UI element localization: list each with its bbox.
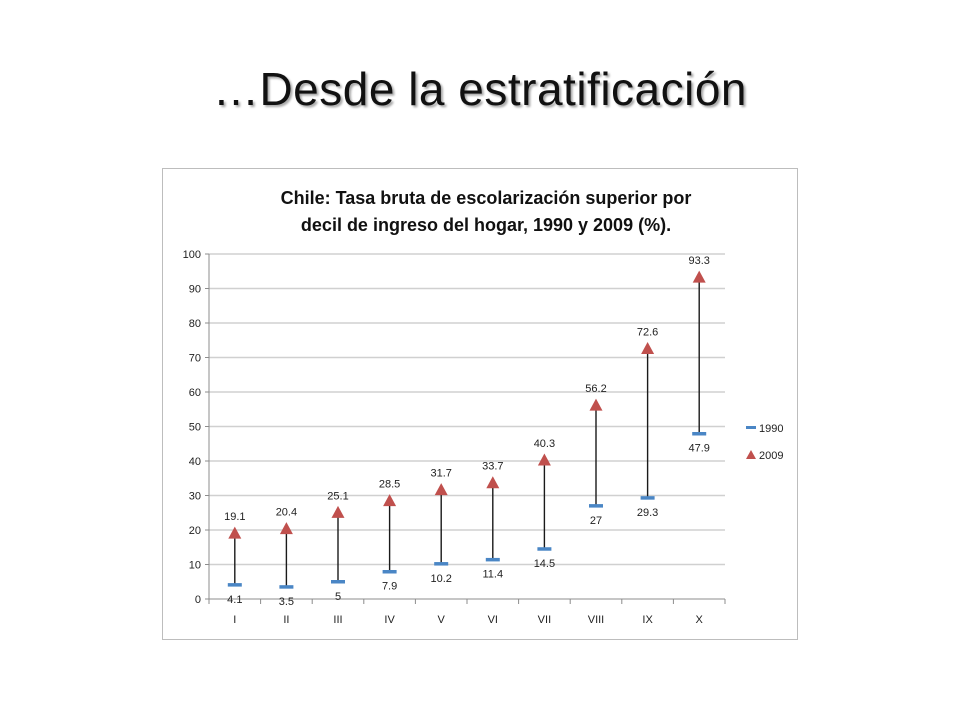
x-tick-label: I xyxy=(233,614,236,626)
series-2009-markers xyxy=(228,270,706,539)
x-tick-label: IV xyxy=(384,614,395,626)
slide-title: …Desde la estratificación xyxy=(212,63,748,115)
series-1990-markers xyxy=(227,431,707,589)
marker-2009 xyxy=(434,483,448,496)
data-label-2009: 40.3 xyxy=(534,438,555,450)
data-label-1990: 10.2 xyxy=(430,573,451,585)
marker-1990 xyxy=(692,431,707,436)
marker-2009 xyxy=(228,526,242,539)
marker-2009 xyxy=(692,270,706,283)
chart-title-line-2: decil de ingreso del hogar, 1990 y 2009 … xyxy=(301,215,671,235)
x-tick-labels: I II III IV V VI VII VIII IX X xyxy=(233,614,703,626)
marker-2009 xyxy=(331,505,345,518)
data-label-1990: 29.3 xyxy=(637,507,658,519)
x-tick-label: IX xyxy=(642,614,653,626)
data-label-1990: 7.9 xyxy=(382,581,397,593)
marker-1990 xyxy=(434,562,449,566)
x-tick-label: X xyxy=(696,614,704,626)
marker-1990 xyxy=(227,583,242,587)
y-tick-label: 20 xyxy=(189,525,201,537)
marker-2009 xyxy=(383,494,397,507)
marker-1990 xyxy=(279,585,294,589)
chart-frame: Chile: Tasa bruta de escolarización supe… xyxy=(162,168,798,640)
legend-marker-1990 xyxy=(746,426,756,429)
x-tick-label: VII xyxy=(538,614,551,626)
marker-1990 xyxy=(589,504,603,508)
x-tick-label: V xyxy=(438,614,446,626)
x-tick-label: II xyxy=(283,614,289,626)
data-label-2009: 28.5 xyxy=(379,479,400,491)
marker-2009 xyxy=(486,476,500,489)
y-tick-label: 70 xyxy=(189,353,201,365)
data-label-2009: 20.4 xyxy=(276,507,297,519)
y-tick-label: 30 xyxy=(189,491,201,503)
marker-2009 xyxy=(641,342,655,355)
marker-1990 xyxy=(640,496,655,500)
legend: 1990 2009 xyxy=(746,423,783,462)
legend-marker-2009 xyxy=(746,450,756,459)
data-label-2009: 25.1 xyxy=(327,490,348,502)
marker-1990 xyxy=(485,557,500,562)
chart-title-line-1: Chile: Tasa bruta de escolarización supe… xyxy=(281,188,692,208)
marker-1990 xyxy=(382,569,397,574)
gridlines xyxy=(209,253,725,566)
y-tick-label: 50 xyxy=(189,422,201,434)
y-tick-label: 60 xyxy=(189,387,201,399)
data-label-2009: 19.1 xyxy=(224,511,245,523)
data-label-1990: 11.4 xyxy=(483,569,504,581)
data-label-1990: 5 xyxy=(335,591,341,603)
marker-1990 xyxy=(537,547,552,551)
data-label-2009: 72.6 xyxy=(637,327,658,339)
chart-svg: Chile: Tasa bruta de escolarización supe… xyxy=(183,188,784,626)
y-tick-label: 0 xyxy=(195,594,201,606)
data-label-2009: 33.7 xyxy=(482,461,503,473)
series-1990-labels: 4.1 3.5 5 7.9 10.2 11.4 14.5 27 29.3 47.9 xyxy=(227,443,710,608)
y-tick-label: 90 xyxy=(189,284,201,296)
marker-1990 xyxy=(331,580,345,584)
y-tick-label: 40 xyxy=(189,456,201,468)
marker-2009 xyxy=(589,398,603,411)
x-tick-label: VI xyxy=(488,614,498,626)
y-tick-labels: 0 10 20 30 40 50 60 70 80 90 100 xyxy=(183,249,201,606)
marker-2009 xyxy=(279,522,293,535)
series-2009-labels: 19.1 20.4 25.1 28.5 31.7 33.7 40.3 56.2 72.6 93.3 xyxy=(224,255,710,523)
high-low-lines xyxy=(234,277,700,587)
legend-label-2009: 2009 xyxy=(759,450,783,462)
data-label-1990: 3.5 xyxy=(279,596,294,608)
data-label-1990: 27 xyxy=(590,515,602,527)
x-tick-label: VIII xyxy=(588,614,605,626)
data-label-2009: 93.3 xyxy=(688,255,709,267)
marker-2009 xyxy=(537,453,551,466)
axes xyxy=(205,253,726,604)
data-label-1990: 47.9 xyxy=(688,443,709,455)
y-tick-label: 80 xyxy=(189,318,201,330)
x-tick-label: III xyxy=(333,614,342,626)
data-label-2009: 31.7 xyxy=(430,468,451,480)
y-tick-label: 100 xyxy=(183,249,201,261)
legend-label-1990: 1990 xyxy=(759,423,783,435)
data-label-2009: 56.2 xyxy=(585,383,606,395)
data-label-1990: 4.1 xyxy=(227,594,242,606)
y-tick-label: 10 xyxy=(189,560,201,572)
data-label-1990: 14.5 xyxy=(534,558,555,570)
